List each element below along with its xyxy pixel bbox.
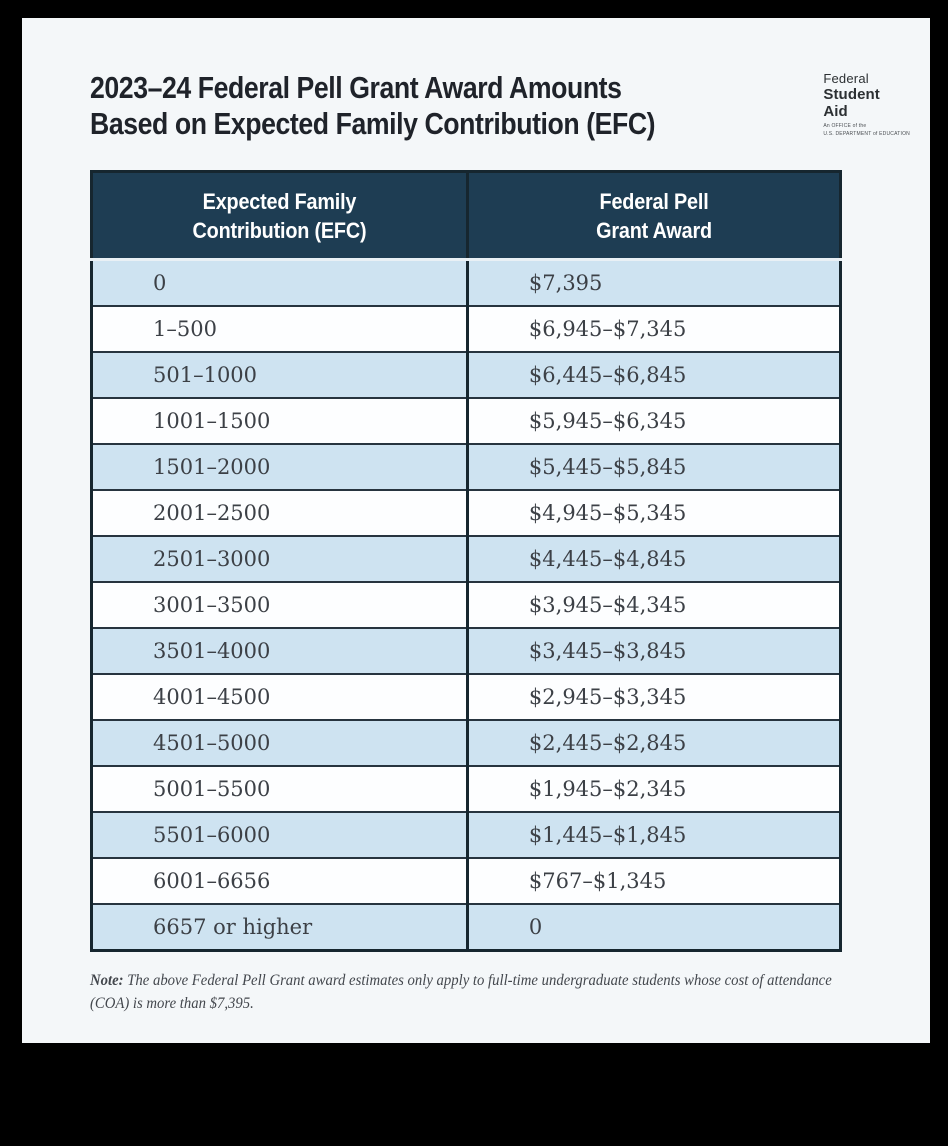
efc-column-header-line1: Expected Family bbox=[202, 188, 357, 214]
efc-cell: 4001–4500 bbox=[91, 673, 468, 720]
efc-cell: 3001–3500 bbox=[91, 581, 468, 628]
efc-cell: 1–500 bbox=[91, 305, 468, 352]
efc-cell: 5501–6000 bbox=[91, 811, 468, 858]
award-cell: $4,945–$5,345 bbox=[465, 489, 841, 536]
award-cell: $5,445–$5,845 bbox=[465, 443, 841, 490]
table-row: 501–1000 $6,445–$6,845 bbox=[91, 351, 841, 398]
award-cell: $6,945–$7,345 bbox=[465, 305, 841, 352]
table-row: 1501–2000 $5,445–$5,845 bbox=[91, 443, 841, 490]
page-title-line1: 2023–24 Federal Pell Grant Award Amounts bbox=[90, 70, 622, 105]
award-cell: 0 bbox=[465, 903, 841, 951]
footnote-label: Note: bbox=[90, 972, 124, 989]
table-row: 5001–5500 $1,945–$2,345 bbox=[91, 765, 841, 812]
efc-cell: 5001–5500 bbox=[91, 765, 468, 812]
table-row: 6001–6656 $767–$1,345 bbox=[91, 857, 841, 904]
efc-cell: 3501–4000 bbox=[91, 627, 468, 674]
award-cell: $1,445–$1,845 bbox=[465, 811, 841, 858]
logo-tagline-line1: An OFFICE of the bbox=[823, 123, 867, 129]
table-header: Expected Family Contribution (EFC) Feder… bbox=[91, 171, 841, 261]
efc-cell: 1001–1500 bbox=[91, 397, 468, 444]
award-cell: $7,395 bbox=[465, 259, 841, 306]
table-row: 2001–2500 $4,945–$5,345 bbox=[91, 489, 841, 536]
award-cell: $5,945–$6,345 bbox=[465, 397, 841, 444]
table-row: 3001–3500 $3,945–$4,345 bbox=[91, 581, 841, 628]
award-cell: $3,445–$3,845 bbox=[465, 627, 841, 674]
page-title: 2023–24 Federal Pell Grant Award Amounts… bbox=[90, 70, 656, 142]
logo-tagline-line2: U.S. DEPARTMENT of EDUCATION bbox=[823, 130, 910, 137]
table-row: 5501–6000 $1,445–$1,845 bbox=[91, 811, 841, 858]
award-column-header-line2: Grant Award bbox=[596, 217, 712, 243]
award-cell: $4,445–$4,845 bbox=[465, 535, 841, 582]
table-row: 1001–1500 $5,945–$6,345 bbox=[91, 397, 841, 444]
table-row: 2501–3000 $4,445–$4,845 bbox=[91, 535, 841, 582]
award-cell: $3,945–$4,345 bbox=[465, 581, 841, 628]
award-column-header: Federal Pell Grant Award bbox=[465, 171, 841, 261]
logo-tagline: An OFFICE of the U.S. DEPARTMENT of EDUC… bbox=[823, 123, 910, 138]
efc-column-header: Expected Family Contribution (EFC) bbox=[91, 171, 468, 261]
award-cell: $1,945–$2,345 bbox=[465, 765, 841, 812]
efc-cell: 501–1000 bbox=[91, 351, 468, 398]
efc-cell: 2001–2500 bbox=[91, 489, 468, 536]
page-title-line2: Based on Expected Family Contribution (E… bbox=[90, 106, 656, 141]
award-cell: $767–$1,345 bbox=[465, 857, 841, 904]
footnote-text: The above Federal Pell Grant award estim… bbox=[90, 972, 832, 1012]
logo-word-aid: Aid bbox=[823, 103, 848, 120]
document-page: 2023–24 Federal Pell Grant Award Amounts… bbox=[22, 18, 930, 1043]
award-column-header-line1: Federal Pell bbox=[599, 188, 709, 214]
efc-cell: 2501–3000 bbox=[91, 535, 468, 582]
table-header-row: Expected Family Contribution (EFC) Feder… bbox=[91, 171, 841, 261]
logo-word-student: Student bbox=[823, 86, 880, 103]
award-cell: $2,445–$2,845 bbox=[465, 719, 841, 766]
award-cell: $2,945–$3,345 bbox=[465, 673, 841, 720]
table-row: 0 $7,395 bbox=[91, 259, 841, 306]
efc-cell: 6001–6656 bbox=[91, 857, 468, 904]
pell-grant-table: Expected Family Contribution (EFC) Feder… bbox=[90, 170, 842, 952]
efc-cell: 4501–5000 bbox=[91, 719, 468, 766]
efc-cell: 6657 or higher bbox=[91, 903, 468, 951]
table-row: 3501–4000 $3,445–$3,845 bbox=[91, 627, 841, 674]
efc-cell: 1501–2000 bbox=[91, 443, 468, 490]
efc-cell: 0 bbox=[153, 271, 167, 295]
footnote: Note: The above Federal Pell Grant award… bbox=[90, 969, 865, 1015]
efc-column-header-line2: Contribution (EFC) bbox=[192, 217, 367, 243]
award-cell: $6,445–$6,845 bbox=[465, 351, 841, 398]
table-body: 0 $7,395 1–500 $6,945–$7,345 501–1000 $6,445–… bbox=[91, 259, 841, 951]
table-row: 4001–4500 $2,945–$3,345 bbox=[91, 673, 841, 720]
logo-word-federal: Federal bbox=[823, 71, 869, 86]
document-header: 2023–24 Federal Pell Grant Award Amounts… bbox=[90, 70, 910, 142]
table-row: 1–500 $6,945–$7,345 bbox=[91, 305, 841, 352]
table-row: 4501–5000 $2,445–$2,845 bbox=[91, 719, 841, 766]
federal-student-aid-logo: Federal Student Aid An OFFICE of the U.S… bbox=[823, 70, 910, 138]
table-row: 6657 or higher 0 bbox=[91, 903, 841, 951]
